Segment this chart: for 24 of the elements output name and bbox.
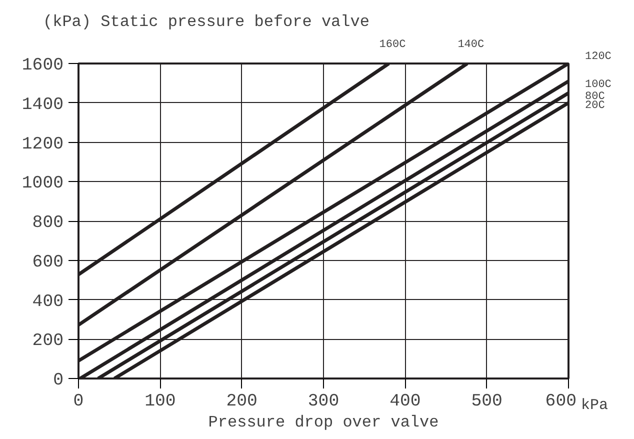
x-tick-label: 300: [308, 392, 340, 412]
chart-title: (kPa) Static pressure before valve: [43, 12, 370, 33]
x-tick-label: 200: [226, 392, 258, 412]
text: kPa: [581, 396, 608, 416]
series-label: 120C: [585, 50, 612, 65]
x-axis-title: Pressure drop over valve: [208, 414, 439, 432]
x-tick-label: 500: [471, 392, 502, 412]
y-tick-label: 1200: [22, 135, 64, 154]
series-label: 20C: [585, 100, 605, 114]
y-tick-label: 200: [32, 332, 64, 352]
x-tick-label: 400: [390, 392, 421, 412]
y-tick-label: 600: [32, 253, 64, 272]
y-tick-label: 800: [32, 214, 64, 233]
x-tick-label: 0: [73, 392, 84, 412]
y-tick-label: 0: [53, 372, 64, 390]
series-label: 100C: [585, 78, 612, 92]
y-tick-label: 400: [32, 292, 64, 312]
series-label: 140C: [458, 38, 484, 53]
y-tick-label: 1600: [22, 56, 64, 76]
y-tick-label: 1000: [22, 174, 64, 194]
x-tick-label: 600: [545, 392, 577, 412]
series-label: 160C: [379, 38, 406, 53]
y-tick-label: 1400: [22, 96, 64, 115]
x-tick-label: 100: [144, 392, 176, 412]
